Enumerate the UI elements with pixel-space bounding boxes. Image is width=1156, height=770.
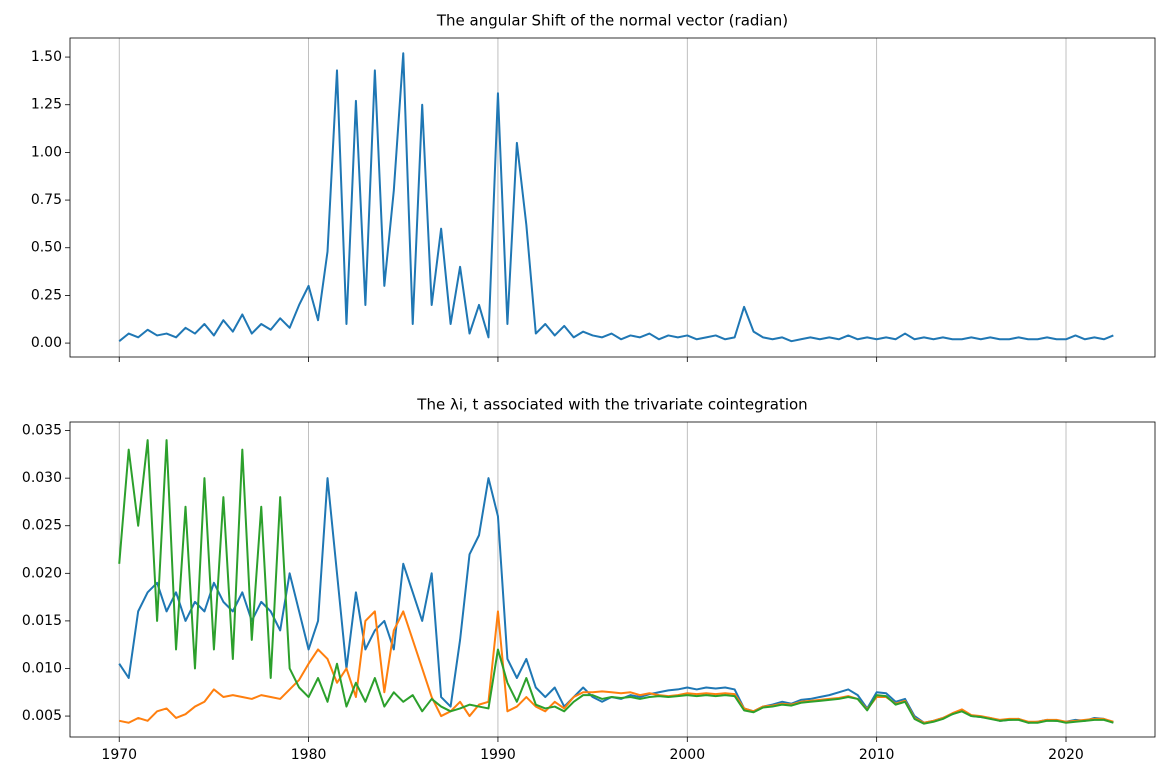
x-tick-label: 1990 bbox=[480, 747, 516, 763]
axes-frame bbox=[69, 37, 1156, 358]
y-tick-label: 1.50 bbox=[31, 49, 62, 65]
chart-title: The angular Shift of the normal vector (… bbox=[436, 12, 788, 30]
line-series bbox=[118, 439, 1114, 725]
y-tick-label: 1.00 bbox=[31, 144, 62, 160]
y-tick-label: 1.25 bbox=[31, 97, 62, 113]
x-tick-label: 2020 bbox=[1048, 747, 1084, 763]
chart-title: The λi, t associated with the trivariate… bbox=[416, 396, 807, 414]
line-series bbox=[118, 477, 1114, 724]
y-tick-label: 0.035 bbox=[22, 423, 62, 439]
axes-frame bbox=[69, 421, 1156, 738]
y-tick-label: 0.010 bbox=[22, 660, 62, 676]
y-tick-label: 0.025 bbox=[22, 518, 62, 534]
x-tick-label: 1980 bbox=[291, 747, 327, 763]
x-tick-label: 2000 bbox=[669, 747, 705, 763]
y-tick-label: 0.50 bbox=[31, 240, 62, 256]
y-tick-label: 0.005 bbox=[22, 708, 62, 724]
y-tick-label: 0.25 bbox=[31, 287, 62, 303]
line-series bbox=[118, 52, 1114, 343]
y-tick-label: 0.030 bbox=[22, 470, 62, 486]
y-tick-label: 0.020 bbox=[22, 565, 62, 581]
x-tick-label: 1970 bbox=[101, 747, 137, 763]
y-tick-label: 0.015 bbox=[22, 613, 62, 629]
y-tick-label: 0.00 bbox=[31, 335, 62, 351]
x-tick-label: 2010 bbox=[859, 747, 895, 763]
y-tick-label: 0.75 bbox=[31, 192, 62, 208]
